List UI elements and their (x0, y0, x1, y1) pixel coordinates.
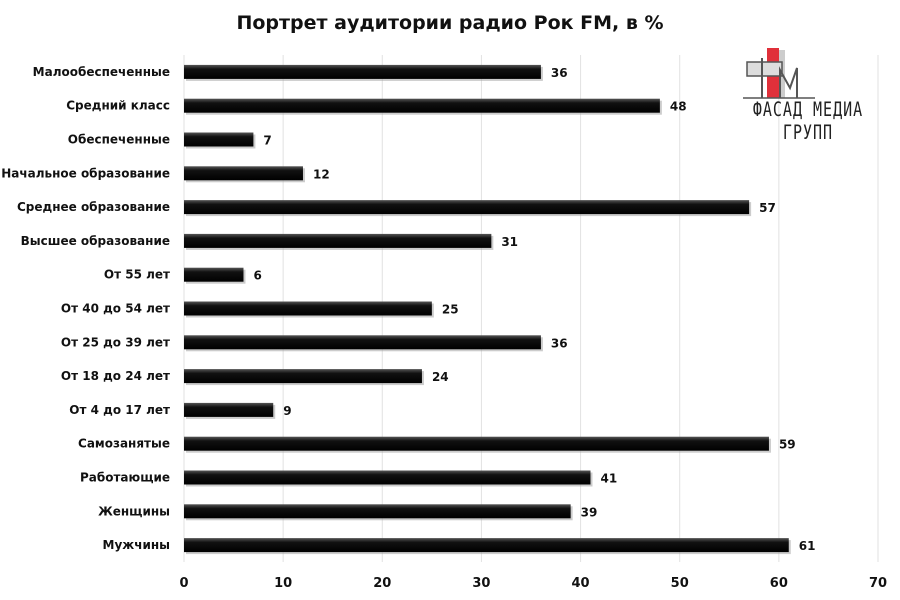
bar (184, 132, 254, 147)
bar (184, 335, 541, 350)
bar (184, 200, 750, 215)
bar (184, 402, 274, 417)
x-tick-label: 60 (770, 576, 788, 591)
data-label: 24 (432, 370, 449, 384)
bar (184, 166, 303, 181)
x-tick-label: 70 (869, 576, 887, 591)
data-label: 36 (551, 336, 568, 350)
x-tick-label: 10 (274, 576, 292, 591)
bar (184, 267, 244, 282)
data-label: 31 (501, 235, 518, 249)
category-label: Средний класс (66, 99, 170, 113)
bar (184, 64, 541, 79)
category-label: Начальное образование (1, 166, 170, 180)
data-label: 7 (263, 134, 271, 148)
category-label: Обеспеченные (68, 133, 170, 147)
data-label: 41 (600, 472, 617, 486)
x-tick-label: 40 (572, 576, 590, 591)
data-label: 59 (779, 438, 796, 452)
data-label: 36 (551, 66, 568, 80)
data-label: 48 (670, 100, 687, 114)
category-label: Самозанятые (78, 437, 170, 451)
category-label: От 40 до 54 лет (61, 302, 170, 316)
category-label: От 55 лет (104, 268, 170, 282)
category-label: Среднее образование (17, 200, 170, 214)
bar (184, 470, 591, 485)
category-label: Женщины (98, 504, 170, 518)
logo-icon (743, 48, 815, 99)
bar (184, 504, 571, 519)
bar (184, 538, 789, 553)
x-tick-label: 0 (179, 576, 188, 591)
bar (184, 436, 769, 451)
x-tick-label: 50 (671, 576, 689, 591)
chart-title: Портрет аудитории радио Рок FM, в % (236, 12, 664, 34)
bar (184, 98, 660, 113)
logo-text: ФАСАД МЕДИА ГРУПП (752, 97, 864, 145)
data-label: 61 (799, 539, 816, 553)
bar (184, 369, 422, 384)
category-label: От 25 до 39 лет (61, 335, 170, 349)
data-label: 57 (759, 201, 776, 215)
data-label: 9 (283, 404, 291, 418)
x-tick-label: 30 (472, 576, 490, 591)
category-label: От 4 до 17 лет (69, 403, 170, 417)
category-label: Работающие (80, 471, 170, 485)
bar (184, 233, 492, 248)
data-label: 12 (313, 167, 330, 181)
data-label: 6 (253, 269, 261, 283)
bar (184, 301, 432, 316)
category-label: Малообеспеченные (33, 65, 170, 79)
category-label: Высшее образование (21, 234, 170, 248)
category-label: От 18 до 24 лет (61, 369, 170, 383)
data-label: 25 (442, 303, 459, 317)
category-label: Мужчины (103, 538, 171, 552)
x-tick-label: 20 (373, 576, 391, 591)
data-label: 39 (581, 505, 598, 519)
